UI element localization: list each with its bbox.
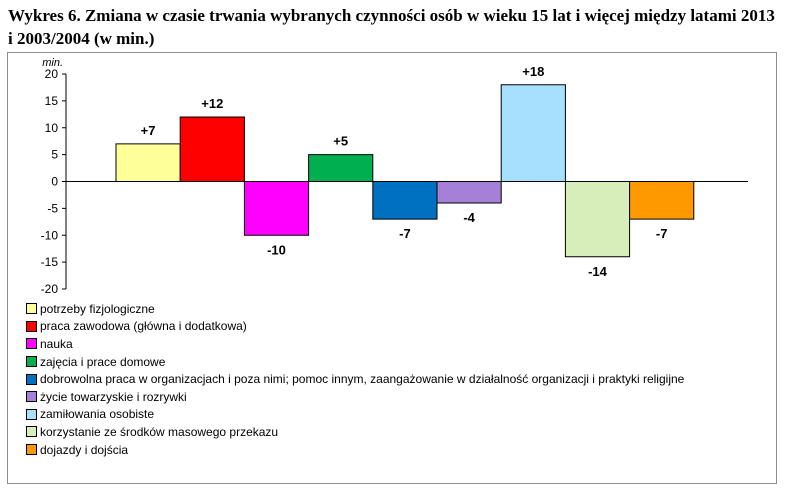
bar-6: [436, 181, 502, 204]
legend-item: dobrowolna praca w organizacjach i poza …: [26, 370, 766, 388]
legend-item: dojazdy i dojścia: [26, 441, 766, 459]
legend-item: zajęcia i prace domowe: [26, 353, 766, 371]
legend-item: nauka: [26, 335, 766, 353]
bar-7: [500, 84, 566, 182]
y-tick-label: -20: [41, 282, 59, 296]
y-tick-label: 20: [45, 67, 59, 81]
legend-swatch: [26, 426, 37, 438]
y-tick-label: -10: [41, 228, 59, 242]
bar-8: [564, 181, 631, 258]
bar-1: [115, 143, 181, 182]
data-label-5: -7: [399, 226, 411, 241]
data-label-8: -14: [588, 264, 608, 279]
legend-item: potrzeby fizjologiczne: [26, 300, 766, 318]
data-label-4: +5: [333, 134, 348, 149]
y-axis-label: min.: [42, 57, 63, 69]
data-label-1: +7: [141, 123, 156, 138]
chart-legend: potrzeby fizjologiczne praca zawodowa (gł…: [26, 300, 766, 458]
legend-label: praca zawodowa (główna i dodatkowa): [40, 319, 247, 334]
legend-label: dobrowolna praca w organizacjach i poza …: [40, 372, 685, 387]
legend-swatch: [26, 373, 37, 385]
data-label-9: -7: [656, 226, 668, 241]
legend-label: zajęcia i prace domowe: [40, 354, 166, 369]
legend-item: korzystanie ze środków masowego przekazu: [26, 423, 766, 441]
legend-label: potrzeby fizjologiczne: [40, 301, 155, 316]
bar-5: [372, 181, 438, 220]
chart-title: Wykres 6. Zmiana w czasie trwania wybran…: [8, 6, 775, 48]
legend-swatch: [26, 391, 37, 403]
legend-label: życie towarzyskie i rozrywki: [40, 389, 187, 404]
legend-swatch: [26, 444, 37, 456]
legend-label: zamiłowania osobiste: [40, 407, 155, 422]
bar-2: [179, 116, 245, 182]
y-tick-label: 0: [51, 175, 58, 189]
legend-item: życie towarzyskie i rozrywki: [26, 388, 766, 406]
chart-area: [7, 52, 777, 484]
data-label-3: -10: [267, 242, 286, 257]
bar-4: [308, 154, 374, 182]
legend-item: praca zawodowa (główna i dodatkowa): [26, 318, 766, 336]
y-tick-label: 15: [45, 94, 59, 108]
data-label-7: +18: [522, 64, 544, 79]
y-tick-label: -15: [41, 255, 59, 269]
y-tick-label: 5: [51, 148, 58, 162]
legend-swatch: [26, 303, 37, 315]
legend-label: nauka: [40, 336, 73, 351]
data-label-6: -4: [463, 210, 475, 225]
bar-9: [629, 181, 695, 220]
legend-swatch: [26, 338, 37, 350]
y-tick-label: -5: [47, 201, 58, 215]
legend-item: zamiłowania osobiste: [26, 406, 766, 424]
legend-swatch: [26, 356, 37, 368]
bar-3: [243, 181, 310, 236]
y-tick-label: 10: [45, 121, 59, 135]
data-label-2: +12: [201, 96, 223, 111]
legend-label: korzystanie ze środków masowego przekazu: [40, 424, 279, 439]
legend-label: dojazdy i dojścia: [40, 442, 129, 457]
legend-swatch: [26, 408, 37, 420]
legend-swatch: [26, 320, 37, 332]
